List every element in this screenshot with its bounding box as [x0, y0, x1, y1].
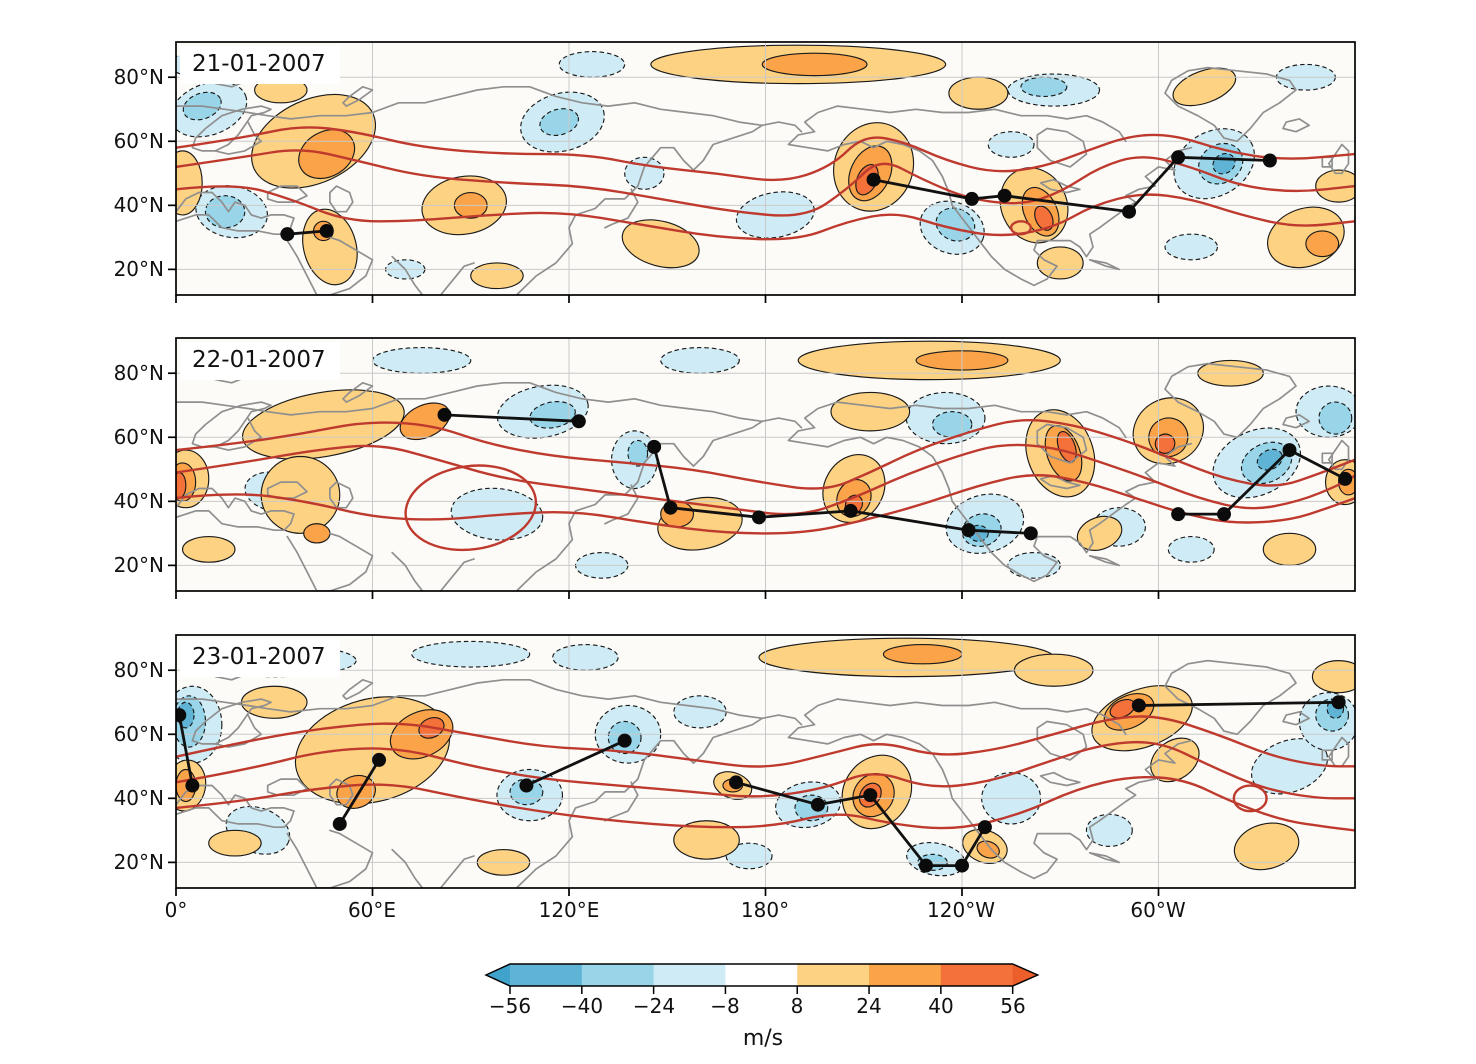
- track-point: [617, 733, 632, 748]
- track-point: [918, 858, 933, 873]
- track-layer: [437, 407, 1353, 541]
- track-point: [1331, 695, 1346, 710]
- track-point: [997, 188, 1012, 203]
- track-point: [1338, 471, 1353, 486]
- red-contour-layer: [176, 126, 1355, 241]
- colorbar: [484, 963, 1040, 994]
- lat-tick-label: 40°N: [113, 489, 164, 513]
- track-point: [332, 816, 347, 831]
- lat-tick-label: 80°N: [113, 658, 164, 682]
- track-point: [751, 510, 766, 525]
- date-label-panel-3: 23-01-2007: [180, 639, 340, 677]
- track-point: [319, 223, 334, 238]
- lat-tick-label: 80°N: [113, 361, 164, 385]
- track-point: [1171, 507, 1186, 522]
- track-point: [1262, 153, 1277, 168]
- axes-frame: [168, 41, 1356, 303]
- lat-tick-label: 60°N: [113, 129, 164, 153]
- lon-tick-label: 60°W: [1130, 898, 1186, 922]
- map-panel-2: [168, 337, 1356, 599]
- colorbar-tick-label: −24: [632, 994, 676, 1018]
- colorbar-tick-label: 56: [1000, 994, 1026, 1018]
- track-layer: [280, 150, 1277, 242]
- map-canvas: [168, 337, 1356, 599]
- track-point: [372, 752, 387, 767]
- red-contour-layer: [176, 715, 1355, 832]
- colorbar-tick-label: 24: [856, 994, 882, 1018]
- coastline-layer: [176, 659, 1350, 888]
- track-point: [647, 439, 662, 454]
- track-point: [1171, 150, 1186, 165]
- colorbar-tick-label: 8: [790, 994, 804, 1018]
- lon-tick-label: 180°: [740, 898, 790, 922]
- axes-frame: [168, 337, 1356, 599]
- track-point: [977, 820, 992, 835]
- map-canvas: [168, 41, 1356, 303]
- track-point: [955, 858, 969, 873]
- track-point: [176, 708, 187, 723]
- lat-tick-label: 20°N: [113, 553, 164, 577]
- colorbar-tick-label: −40: [560, 994, 604, 1018]
- track-layer: [176, 695, 1346, 873]
- track-point: [1023, 526, 1038, 541]
- lon-tick-label: 60°E: [347, 898, 397, 922]
- map-layers: [176, 635, 1355, 888]
- track-point: [843, 503, 858, 518]
- track-point: [729, 775, 744, 790]
- track-point: [866, 172, 881, 187]
- track-point: [1131, 698, 1146, 713]
- track-point: [863, 788, 878, 803]
- date-label-panel-2: 22-01-2007: [180, 342, 340, 380]
- track-point: [280, 227, 295, 242]
- lat-tick-label: 40°N: [113, 786, 164, 810]
- map-layers: [176, 338, 1355, 591]
- track-point: [571, 414, 586, 429]
- lat-tick-label: 20°N: [113, 257, 164, 281]
- axes-frame: [168, 634, 1356, 896]
- date-label-panel-1: 21-01-2007: [180, 46, 340, 84]
- track-point: [663, 500, 678, 515]
- map-canvas: [168, 634, 1356, 896]
- track-point: [1282, 443, 1297, 458]
- red-contour-layer: [176, 419, 1355, 552]
- lat-tick-label: 60°N: [113, 722, 164, 746]
- track-point: [519, 778, 534, 793]
- track-point: [185, 778, 200, 793]
- anomaly-fill-layer: [176, 44, 1355, 290]
- lat-tick-label: 80°N: [113, 65, 164, 89]
- lat-tick-label: 40°N: [113, 193, 164, 217]
- colorbar-unit-label: m/s: [742, 1026, 784, 1051]
- map-panel-3: [168, 634, 1356, 896]
- map-layers: [176, 42, 1355, 295]
- anomaly-fill-layer: [176, 340, 1355, 579]
- map-panel-1: [168, 41, 1356, 303]
- track-point: [810, 797, 825, 812]
- lon-tick-label: 120°W: [927, 898, 995, 922]
- coastline-layer: [176, 362, 1350, 591]
- track-point: [437, 407, 452, 422]
- track-point: [964, 191, 979, 206]
- colorbar-segments: [486, 964, 1038, 986]
- colorbar-tick-label: −56: [488, 994, 532, 1018]
- graticule-layer: [176, 635, 1355, 888]
- colorbar-tick-label: 40: [928, 994, 954, 1018]
- track-point: [961, 523, 976, 538]
- graticule-layer: [176, 338, 1355, 591]
- graticule-layer: [176, 42, 1355, 295]
- lat-tick-label: 60°N: [113, 425, 164, 449]
- lat-tick-label: 20°N: [113, 850, 164, 874]
- track-point: [1217, 507, 1231, 522]
- lon-tick-label: 0°: [164, 898, 188, 922]
- lon-tick-label: 120°E: [538, 898, 600, 922]
- colorbar-tick-label: −8: [710, 994, 740, 1018]
- track-point: [1122, 204, 1137, 219]
